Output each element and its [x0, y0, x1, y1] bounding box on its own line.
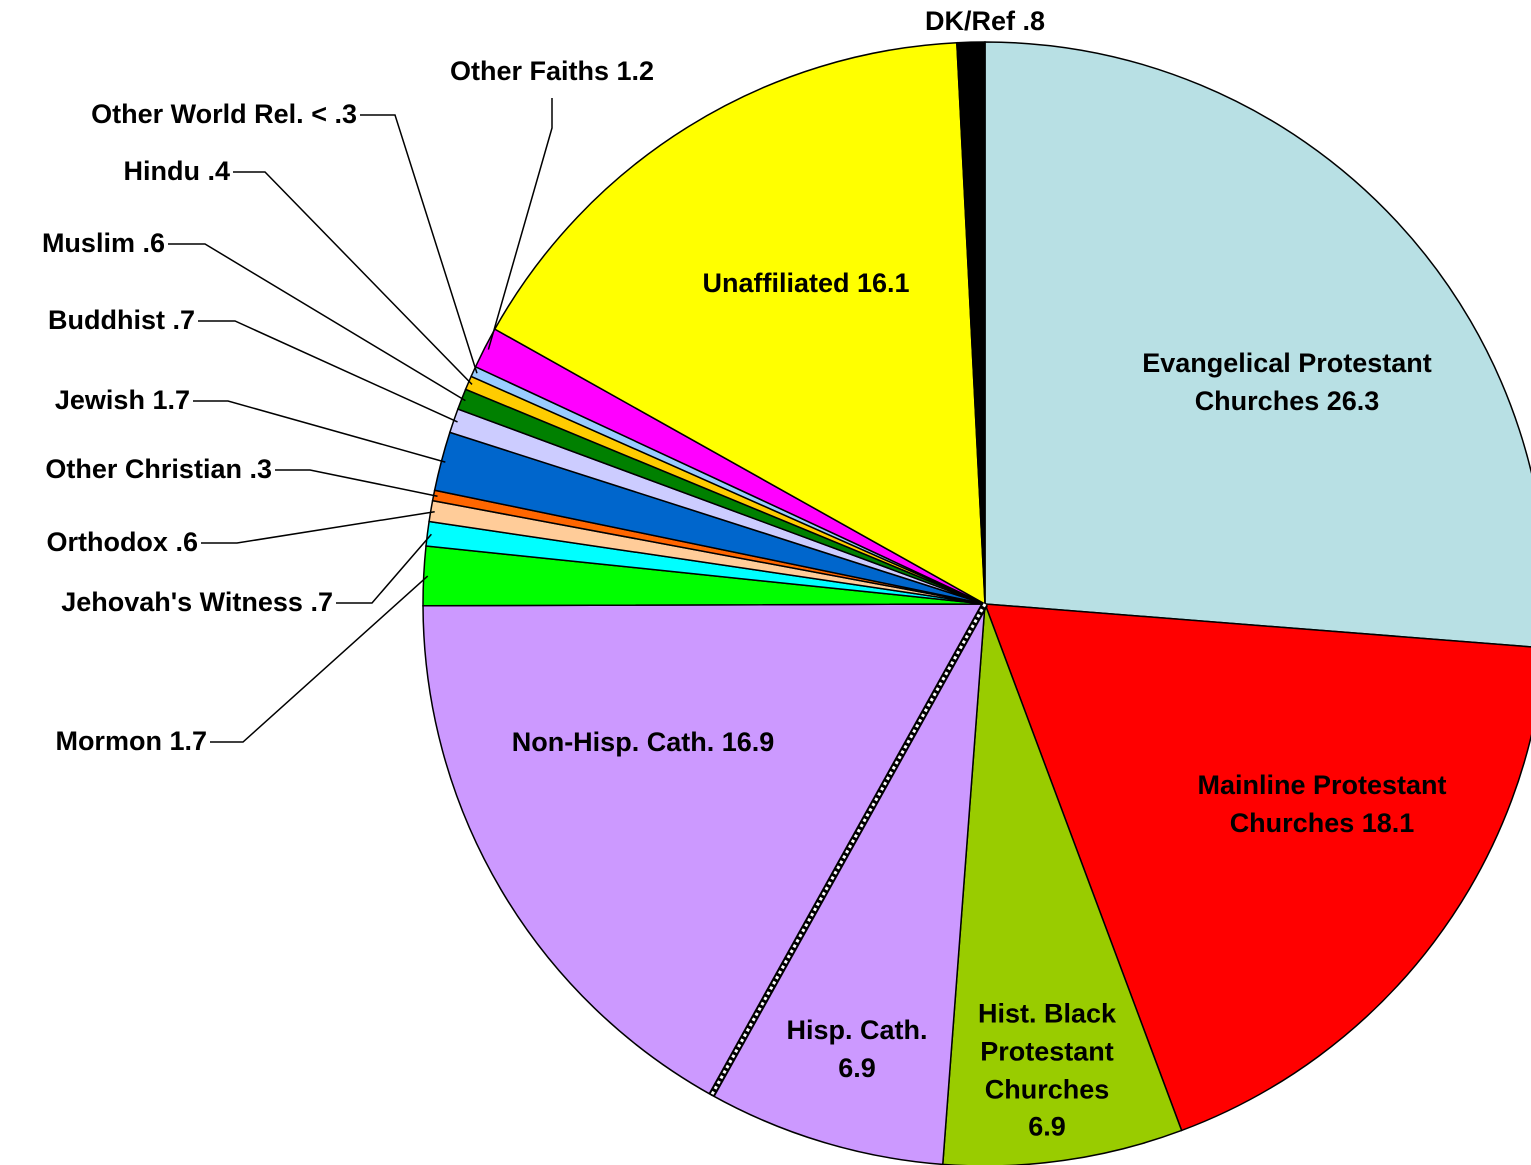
value-label: .6	[142, 228, 165, 259]
value-label: 6.9	[1028, 1111, 1066, 1142]
slice-label: Buddhist .7	[48, 302, 195, 340]
value-label: 18.1	[1361, 808, 1415, 838]
value-label: 26.3	[1326, 386, 1380, 416]
slice-label: Hisp. Cath. 6.9	[770, 1012, 945, 1088]
category-label: Other World Rel.	[91, 99, 304, 130]
leader-line	[487, 98, 553, 350]
value-label: .7	[172, 305, 195, 336]
slice-label: Jewish 1.7	[55, 382, 190, 420]
slice-label: Other Christian .3	[45, 451, 272, 489]
pie-slice	[493, 41, 986, 606]
leader-line	[201, 510, 435, 544]
leader-line	[198, 320, 458, 423]
value-label: 6.9	[838, 1053, 876, 1083]
slice-label: Other Faiths 1.2	[450, 53, 654, 91]
value-label: 1.2	[616, 56, 655, 87]
leader-line	[360, 114, 478, 374]
value-label: .7	[310, 587, 333, 618]
category-label: Mainline Protestant Churches	[1197, 770, 1447, 838]
pie-slice	[956, 41, 986, 605]
pie-slice	[422, 603, 987, 1097]
slice-label: Unaffiliated 16.1	[702, 265, 909, 303]
category-label: Non-Hisp. Cath.	[511, 727, 715, 758]
category-label: DK/Ref	[924, 6, 1015, 37]
category-label: Other Faiths	[449, 56, 609, 87]
leader-line	[168, 243, 466, 402]
leader-line	[193, 400, 446, 463]
slice-label: Muslim .6	[42, 225, 165, 263]
leader-line	[210, 575, 429, 743]
category-label: Evangelical Protestant Churches	[1142, 348, 1432, 416]
slice-label: Evangelical Protestant Churches 26.3	[1102, 345, 1472, 421]
category-label: Unaffiliated	[702, 268, 850, 299]
pie-slice	[983, 603, 1531, 1132]
leader-line	[233, 171, 473, 385]
slice-label: Mormon 1.7	[55, 723, 207, 761]
value-label: < .3	[311, 99, 357, 130]
slice-label: Hist. Black Protestant Churches 6.9	[965, 995, 1130, 1146]
value-label: .8	[1022, 6, 1046, 37]
value-label: 1.7	[169, 726, 207, 757]
slice-label: Mainline Protestant Churches 18.1	[1162, 767, 1482, 843]
category-label: Jewish	[54, 385, 145, 416]
slice-label: Non-Hisp. Cath. 16.9	[512, 724, 775, 762]
leader-line	[275, 469, 438, 497]
slice-label: Other World Rel. < .3	[91, 96, 357, 134]
category-label: Hisp. Cath.	[786, 1015, 928, 1046]
slice-label: Hindu .4	[123, 153, 230, 191]
value-label: 16.9	[721, 727, 775, 758]
category-label: Orthodox	[46, 527, 168, 558]
category-label: Hist. Black Protestant Churches	[977, 998, 1117, 1104]
value-label: .3	[249, 454, 272, 485]
pie-slice	[941, 603, 1183, 1165]
leader-line	[336, 533, 432, 604]
category-label: Mormon	[55, 726, 162, 757]
pie-slice	[710, 603, 986, 1165]
category-label: Buddhist	[47, 305, 165, 336]
category-label: Hindu	[123, 156, 200, 187]
category-label: Other Christian	[45, 454, 242, 485]
value-label: 1.7	[152, 385, 190, 416]
value-label: 16.1	[856, 268, 910, 299]
category-label: Muslim	[41, 228, 135, 259]
category-label: Jehovah's Witness	[61, 587, 303, 618]
slice-label: Orthodox .6	[46, 524, 198, 562]
slice-label: Jehovah's Witness .7	[61, 584, 333, 622]
divider-dots	[710, 603, 987, 1096]
value-label: .6	[175, 527, 198, 558]
slice-label: DK/Ref .8	[925, 3, 1045, 41]
pie-slice	[984, 41, 1531, 648]
value-label: .4	[207, 156, 230, 187]
